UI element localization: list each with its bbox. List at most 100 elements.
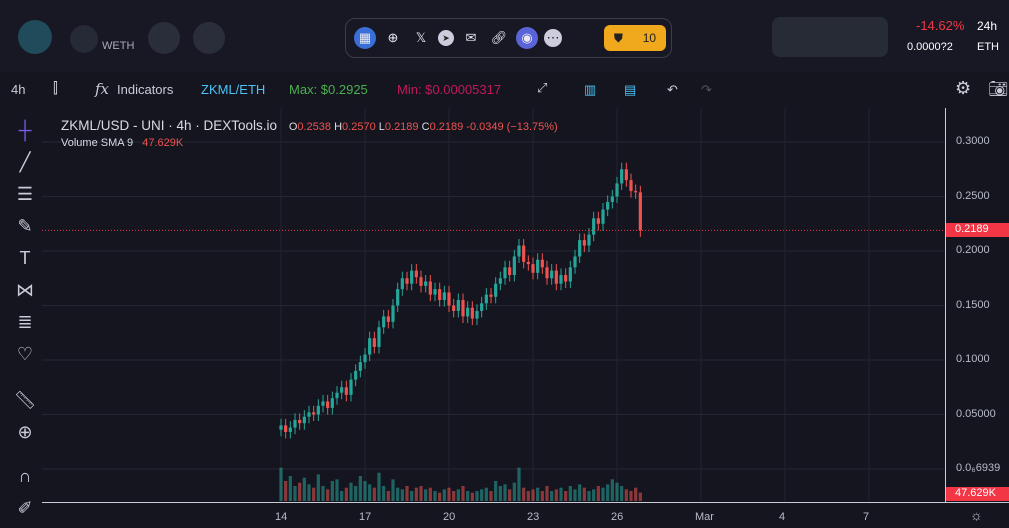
ruler-icon[interactable]: 📏︎ (13, 390, 37, 410)
dextools-icon[interactable]: ▦ (354, 27, 376, 49)
token-logo (18, 20, 52, 54)
undo-icon[interactable]: ↶ (667, 82, 678, 97)
candle-body (587, 234, 591, 246)
brush-icon[interactable]: ✎ (17, 216, 33, 236)
chart-legend: ZKML/USD - UNI · 4h · DEXTools.io O0.253… (61, 118, 558, 149)
candle-body (461, 300, 465, 317)
volume-bar (363, 481, 367, 501)
candle-body (414, 270, 418, 278)
redo-icon[interactable]: ↷ (701, 82, 712, 97)
volume-bar (335, 479, 339, 501)
volume-bar (428, 487, 432, 501)
interval-button[interactable]: 4h (11, 82, 26, 97)
time-axis[interactable]: ☼ 14 17 20 23 26 Mar 4 7 (42, 502, 1009, 528)
candle-body (638, 192, 642, 231)
candle-body (601, 209, 605, 224)
candle-body (405, 278, 409, 284)
candle-body (316, 405, 320, 415)
candle-body (582, 240, 586, 246)
time-tick: 23 (527, 511, 540, 523)
magnet-icon[interactable]: ∩ (18, 466, 32, 486)
action-button-blurred[interactable] (148, 22, 180, 54)
volume-bar (568, 486, 572, 501)
crosshair-icon[interactable]: ┼ (18, 120, 32, 140)
token-name-blurred (70, 25, 98, 53)
blurred-panel (772, 17, 888, 57)
candle-body (484, 294, 488, 304)
candle-body (452, 305, 456, 311)
chart-type-icon[interactable]: ▥ (584, 82, 597, 97)
volume-bar (615, 482, 619, 501)
camera-icon[interactable]: 📷︎ (988, 81, 1009, 98)
volume-bar (503, 484, 507, 501)
trendline-icon[interactable]: ╱ (19, 152, 31, 172)
volume-bar (592, 489, 596, 501)
candle-body (540, 259, 544, 268)
zoom-in-icon[interactable]: ⊕ (17, 422, 33, 442)
volume-bar (330, 481, 334, 501)
link-icon[interactable]: 🔗︎ (490, 30, 508, 45)
mail-icon[interactable]: ✉ (465, 30, 477, 45)
candle-body (470, 307, 474, 319)
candle-body (372, 338, 376, 347)
heart-icon[interactable]: ♡ (16, 344, 34, 364)
x-icon[interactable]: 𝕏 (415, 30, 427, 45)
volume-bar (321, 486, 325, 501)
volume-bar (475, 491, 479, 501)
price-tick: 0.1500 (956, 298, 990, 311)
volume-bar (494, 481, 498, 501)
candle-body (578, 240, 582, 257)
fib-lines-icon[interactable]: ☰ (16, 184, 34, 204)
volume-bar (522, 487, 526, 501)
close-label: C (421, 121, 430, 133)
audit-badge[interactable]: ⛊ 10 (604, 25, 666, 51)
candle-body (396, 289, 400, 306)
candle-body (377, 327, 381, 347)
volume-bar (540, 491, 544, 501)
eth-unit: ETH (977, 41, 999, 53)
indicators-button[interactable]: Indicators (117, 82, 174, 97)
fx-icon[interactable]: fx (95, 80, 110, 98)
price-axis[interactable]: 0.3000 0.2500 0.2000 0.1500 0.1000 0.05000 0.0… (945, 108, 1009, 502)
lock-drawing-icon[interactable]: ✐ (17, 498, 33, 518)
candle-body (284, 425, 288, 432)
volume-bar (606, 484, 610, 501)
time-tick: 4 (779, 511, 786, 523)
candle-body (447, 292, 451, 306)
candle-body (386, 316, 390, 322)
candle-body (400, 278, 404, 290)
candle-body (344, 387, 348, 395)
settings-icon[interactable]: ☼ (970, 507, 983, 523)
pattern-icon[interactable]: ⋈ (16, 280, 34, 300)
volume-bar (456, 489, 460, 501)
prediction-icon[interactable]: ≣ (17, 312, 33, 332)
candle-body (512, 256, 516, 275)
candle-body (349, 379, 353, 395)
volume-bar (526, 491, 530, 501)
candle-style-icon[interactable]: ⫿ (53, 80, 58, 97)
fullscreen-icon[interactable]: ⤢ (537, 80, 548, 95)
volume-bar (340, 491, 344, 501)
candle-body (536, 259, 540, 273)
volume-bar (419, 486, 423, 501)
candle-body (564, 274, 568, 282)
candle-body (545, 267, 549, 279)
price-tick: 0.2000 (956, 244, 990, 256)
coin-icon[interactable]: ◉ (516, 27, 538, 49)
pair-toggle[interactable]: ZKML/ETH (201, 82, 266, 97)
price-chart[interactable] (42, 108, 945, 502)
settings-icon[interactable]: ⚙ (955, 78, 972, 98)
candle-body (489, 294, 493, 297)
series-title: ZKML/USD - UNI · 4h · DEXTools.io (61, 118, 278, 133)
globe-icon[interactable]: ⊕ (387, 30, 399, 45)
text-icon[interactable]: T (19, 248, 31, 268)
action-button-blurred[interactable] (193, 22, 225, 54)
low-label: L (378, 121, 385, 133)
volume-bar (307, 484, 311, 501)
bar-chart-icon[interactable]: ▤ (624, 82, 637, 97)
candle-body (531, 264, 535, 273)
volume-bar (531, 489, 535, 501)
telegram-icon[interactable]: ➤ (438, 30, 454, 46)
more-icon[interactable]: ⋯ (544, 29, 562, 47)
volume-bar (424, 489, 428, 501)
